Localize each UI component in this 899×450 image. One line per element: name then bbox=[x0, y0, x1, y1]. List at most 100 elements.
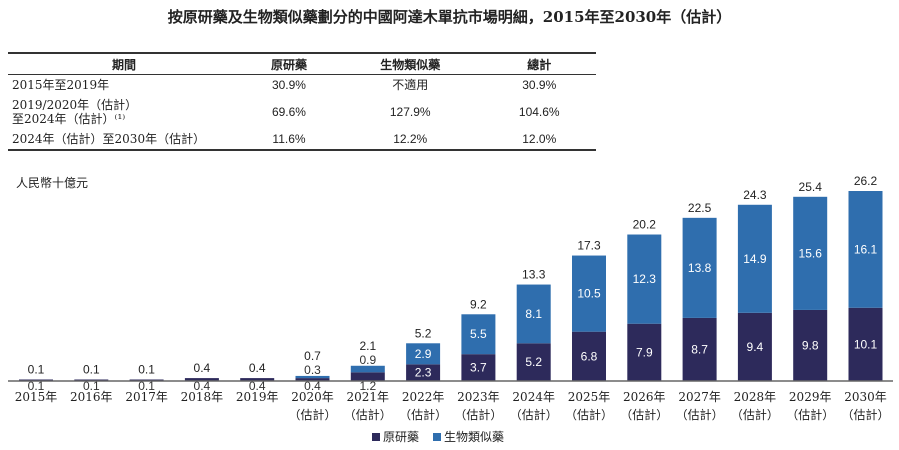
bar-biosimilar bbox=[793, 196, 828, 310]
label-original: 9.4 bbox=[747, 340, 764, 354]
x-tick-label: 2023年 bbox=[457, 390, 500, 404]
x-tick-label: 2021年 bbox=[347, 390, 390, 404]
label-total: 22.5 bbox=[688, 201, 712, 215]
bar-original bbox=[793, 309, 828, 381]
label-total: 2.1 bbox=[359, 339, 376, 353]
bar-original bbox=[406, 364, 441, 381]
x-tick-label: （估計） bbox=[565, 407, 613, 422]
x-tick-label: （估計） bbox=[731, 407, 779, 422]
label-original: 2.3 bbox=[415, 366, 432, 380]
bar-original bbox=[682, 317, 717, 381]
x-tick-label: 2029年 bbox=[789, 390, 832, 404]
label-original: 0.4 bbox=[249, 379, 266, 393]
cell: 30.9% bbox=[271, 78, 306, 92]
label-biosimilar: 12.3 bbox=[633, 272, 657, 286]
x-tick-label: 2025年 bbox=[568, 390, 611, 404]
bar-original bbox=[184, 378, 219, 381]
table-row: 2015年至2019年 30.9% 不適用 30.9% bbox=[8, 75, 596, 96]
label-biosimilar: 8.1 bbox=[525, 307, 542, 321]
bar-biosimilar bbox=[461, 314, 496, 355]
col-header: 期間 bbox=[8, 52, 240, 75]
cell: 不適用 bbox=[392, 78, 429, 92]
label-original: 10.1 bbox=[854, 337, 878, 351]
x-tick-label: （估計） bbox=[620, 407, 668, 422]
period: 2024年（估計）至2030年（估計） bbox=[8, 129, 240, 151]
bar-biosimilar bbox=[682, 217, 717, 318]
bar-biosimilar bbox=[350, 365, 385, 373]
label-total: 0.1 bbox=[83, 363, 100, 377]
legend: 原研藥 生物類似藥 bbox=[372, 428, 504, 445]
col-header: 總計 bbox=[482, 52, 596, 75]
label-original: 0.1 bbox=[83, 379, 100, 393]
col-header: 原研藥 bbox=[240, 52, 338, 75]
label-biosimilar: 0.3 bbox=[304, 363, 321, 377]
legend-item-biosimilar: 生物類似藥 bbox=[433, 428, 504, 445]
bar-original bbox=[627, 323, 662, 381]
cell: 11.6% bbox=[240, 129, 338, 151]
x-tick-label: （估計） bbox=[841, 407, 889, 422]
x-tick-label: 2019年 bbox=[236, 390, 279, 404]
x-tick-label: 2027年 bbox=[678, 390, 721, 404]
legend-swatch bbox=[372, 433, 380, 441]
table-row: 2019/2020年（估計） 至2024年（估計）⁽¹⁾ 69.6% 127.9% 10… bbox=[8, 95, 596, 129]
cell: 69.6% bbox=[271, 105, 306, 119]
bar-biosimilar bbox=[295, 375, 330, 379]
table-row: 2024年（估計）至2030年（估計） 11.6% 12.2% 12.0% bbox=[8, 129, 596, 151]
label-original: 0.4 bbox=[304, 379, 321, 393]
label-original: 0.4 bbox=[194, 379, 211, 393]
col-header: 生物類似藥 bbox=[337, 52, 483, 75]
bar-original bbox=[737, 312, 772, 381]
bar-biosimilar bbox=[572, 255, 606, 332]
legend-swatch bbox=[433, 433, 442, 441]
label-total: 0.4 bbox=[249, 361, 266, 375]
period-line: 2019/2020年（估計） bbox=[12, 98, 138, 112]
label-total: 9.2 bbox=[470, 297, 487, 311]
bar-original bbox=[572, 331, 606, 381]
bar-biosimilar bbox=[516, 284, 551, 344]
bar-biosimilar bbox=[627, 234, 662, 324]
bar-original bbox=[240, 378, 275, 381]
label-total: 0.1 bbox=[138, 363, 155, 377]
label-original: 3.7 bbox=[470, 361, 487, 375]
label-original: 6.8 bbox=[581, 349, 598, 363]
label-total: 0.4 bbox=[194, 361, 211, 375]
x-tick-label: （估計） bbox=[786, 407, 834, 422]
bar-biosimilar bbox=[848, 191, 883, 308]
label-biosimilar: 13.8 bbox=[688, 261, 712, 275]
x-tick-label: 2024年 bbox=[512, 390, 555, 404]
x-tick-label: 2017年 bbox=[125, 390, 168, 404]
x-tick-label: （估計） bbox=[399, 407, 447, 422]
x-tick-label: 2020年 bbox=[291, 390, 334, 404]
x-tick-label: 2028年 bbox=[734, 390, 777, 404]
cell: 30.9% bbox=[522, 78, 557, 92]
x-tick-label: （估計） bbox=[454, 407, 502, 422]
period-line: 至2024年（估計）⁽¹⁾ bbox=[12, 112, 126, 126]
legend-label: 生物類似藥 bbox=[444, 430, 505, 444]
label-original: 8.7 bbox=[691, 342, 708, 356]
label-total: 17.3 bbox=[577, 239, 601, 253]
x-tick-label: 2026年 bbox=[623, 390, 666, 404]
bar-original bbox=[461, 354, 496, 381]
label-biosimilar: 14.9 bbox=[743, 252, 767, 266]
legend-item-original: 原研藥 bbox=[372, 428, 419, 445]
x-tick-label: 2022年 bbox=[402, 390, 445, 404]
cell: 12.0% bbox=[482, 129, 596, 151]
bar-original bbox=[516, 343, 551, 381]
label-total: 25.4 bbox=[799, 180, 823, 194]
bar-original bbox=[848, 307, 883, 381]
x-tick-label: （估計） bbox=[344, 407, 392, 422]
chart-title: 按原研藥及生物類似藥劃分的中國阿達木單抗市場明細，2015年至2030年（估計） bbox=[167, 8, 732, 26]
x-tick-label: （估計） bbox=[676, 407, 724, 422]
x-tick-label: 2015年 bbox=[15, 390, 58, 404]
x-tick-label: 2016年 bbox=[70, 390, 113, 404]
label-biosimilar: 2.9 bbox=[415, 347, 432, 361]
cell: 104.6% bbox=[518, 105, 560, 119]
bar-original bbox=[350, 372, 385, 381]
bar-original bbox=[295, 378, 330, 381]
label-original: 5.2 bbox=[525, 355, 542, 369]
label-original: 0.1 bbox=[138, 379, 155, 393]
x-tick-label: （估計） bbox=[510, 407, 558, 422]
label-total: 5.2 bbox=[415, 326, 432, 340]
period: 2015年至2019年 bbox=[12, 78, 110, 92]
label-original: 1.2 bbox=[359, 379, 376, 393]
